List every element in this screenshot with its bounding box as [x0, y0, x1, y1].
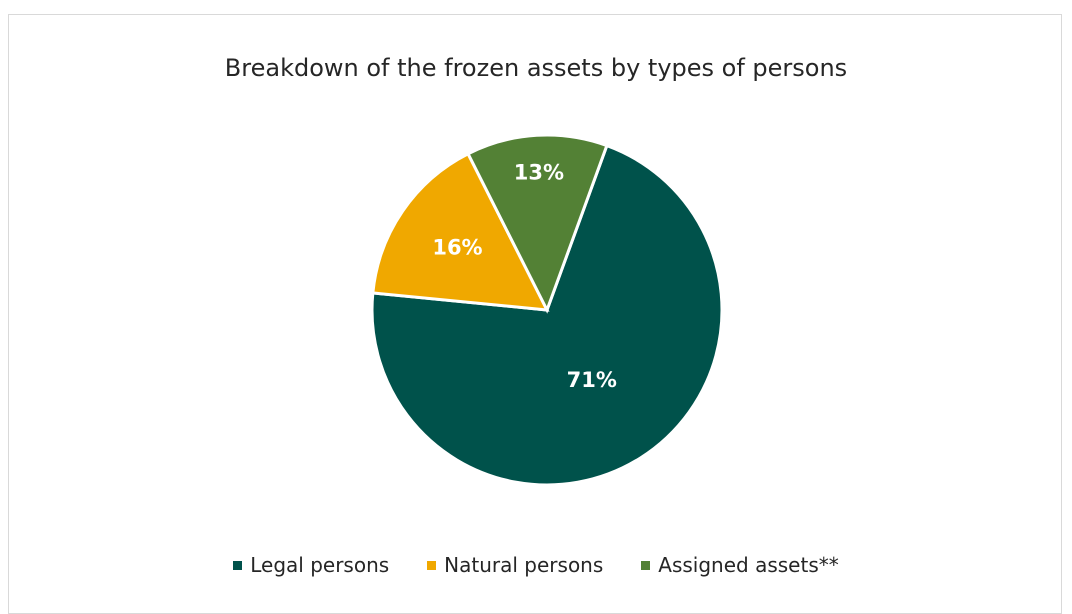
pie-slice-legal-persons — [370, 143, 724, 487]
data-label-assigned-assets: 13% — [514, 161, 564, 185]
data-label-legal-persons: 71% — [567, 368, 617, 392]
legend-item-legal-persons: Legal persons — [233, 553, 389, 577]
chart-legend: Legal persons Natural persons Assigned a… — [0, 553, 1072, 577]
legend-label-assigned-assets: Assigned assets** — [658, 553, 839, 577]
legend-swatch-legal-persons — [233, 560, 243, 570]
pie-chart: 71% 16% 13% — [370, 133, 724, 487]
legend-item-assigned-assets: Assigned assets** — [641, 553, 839, 577]
legend-swatch-natural-persons — [427, 560, 437, 570]
pie-slice-assigned-assets — [466, 133, 609, 314]
legend-swatch-assigned-assets — [641, 560, 651, 570]
legend-label-legal-persons: Legal persons — [250, 553, 390, 577]
chart-title: Breakdown of the frozen assets by types … — [224, 54, 848, 82]
legend-label-natural-persons: Natural persons — [444, 553, 604, 577]
data-label-natural-persons: 16% — [432, 236, 482, 260]
pie-slice-natural-persons — [371, 151, 550, 312]
legend-item-natural-persons: Natural persons — [427, 553, 603, 577]
